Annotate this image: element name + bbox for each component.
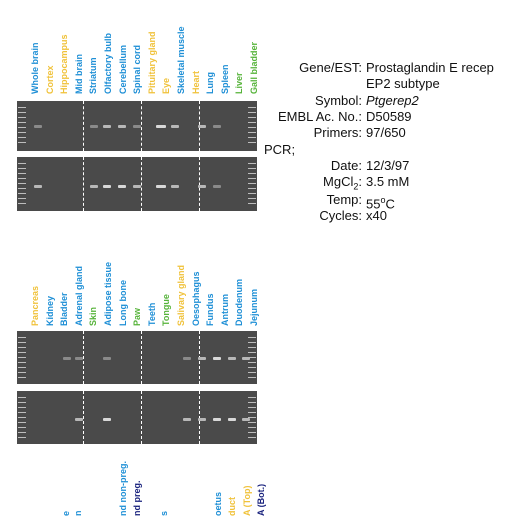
gene-key: Gene/EST: <box>299 60 362 76</box>
temp-key: Temp: <box>327 192 362 208</box>
date-value: 12/3/97 <box>366 158 409 174</box>
primers-value: 97/650 <box>366 125 406 141</box>
mgcl-key-colon: : <box>358 174 362 189</box>
primers-key: Primers: <box>314 125 362 141</box>
gene-value-line2: EP2 subtype <box>366 76 440 92</box>
symbol-value: Ptgerep2 <box>366 93 419 109</box>
gene-value-line1: Prostaglandin E recep <box>366 60 494 76</box>
mgcl-value: 3.5 mM <box>366 174 409 190</box>
pcr-key: PCR; <box>264 142 295 158</box>
symbol-key: Symbol: <box>315 93 362 109</box>
date-key: Date: <box>331 158 362 174</box>
embl-value: D50589 <box>366 109 412 125</box>
cycles-key: Cycles: <box>319 208 362 224</box>
mgcl-key-text: MgCl <box>323 174 353 189</box>
cycles-value: x40 <box>366 208 387 224</box>
embl-key: EMBL Ac. No.: <box>278 109 362 125</box>
